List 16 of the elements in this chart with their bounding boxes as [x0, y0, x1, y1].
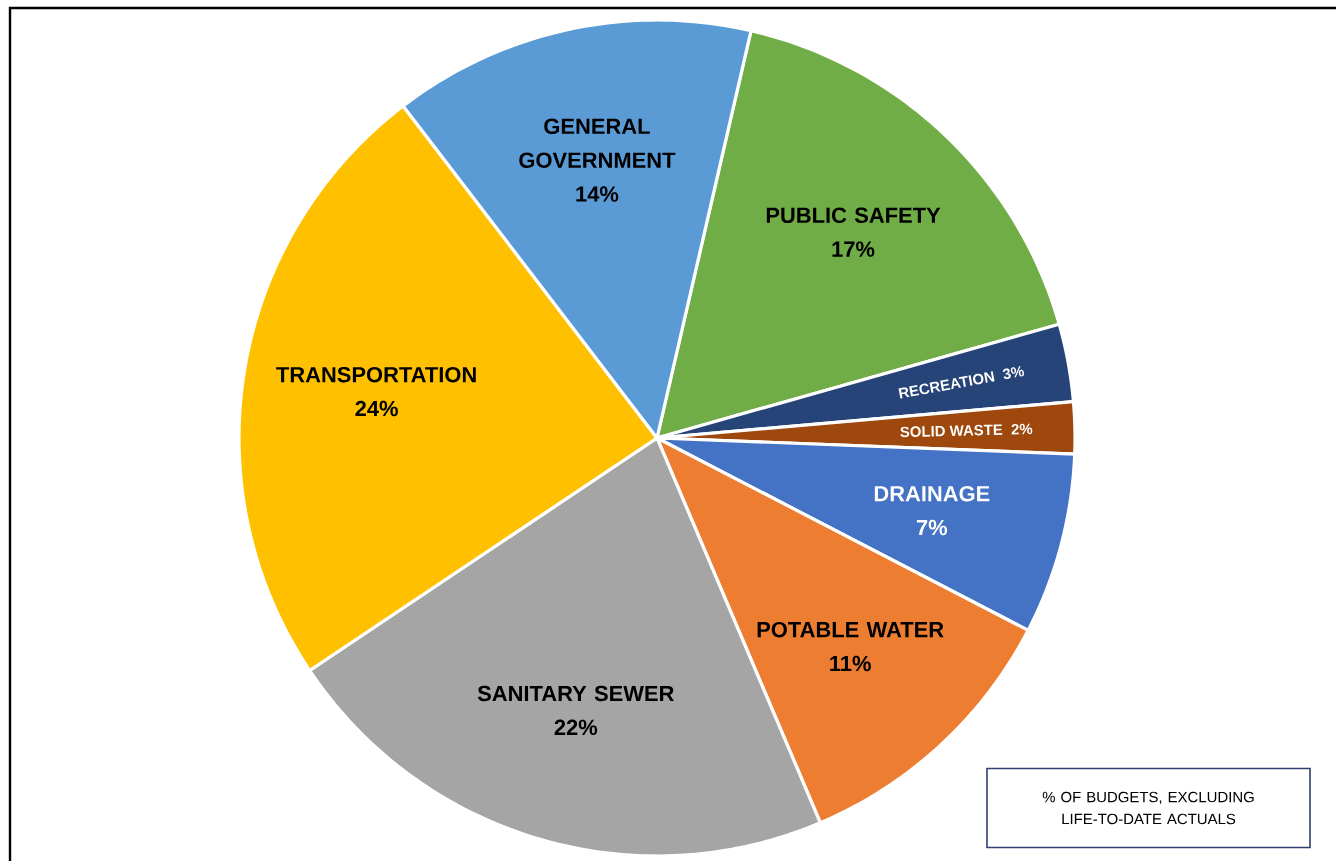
slice-label: PUBLIC SAFETY: [766, 207, 941, 223]
slice-label: TRANSPORTATION: [276, 366, 476, 383]
data-label: 24%: [355, 400, 398, 417]
slice-label: DRAINAGE: [874, 485, 990, 502]
slice-label: SANITARY SEWER: [477, 685, 674, 702]
data-label: 22%: [554, 719, 598, 736]
slice-label: GENERAL GOVERNMENT: [519, 118, 676, 168]
data-label: 17%: [832, 241, 875, 257]
data-label: 14%: [576, 186, 619, 202]
slice-label: POTABLE WATER: [757, 621, 944, 638]
data-label: 2%: [1011, 423, 1033, 435]
data-label: 7%: [916, 519, 948, 536]
data-label: 11%: [830, 655, 871, 672]
text: % OF BUDGETS, EXCLUDING LIFE-TO-DATE ACTUALS: [1042, 791, 1254, 825]
data-label: 3%: [1002, 366, 1025, 380]
slice-label: SOLID WASTE: [900, 424, 1003, 438]
